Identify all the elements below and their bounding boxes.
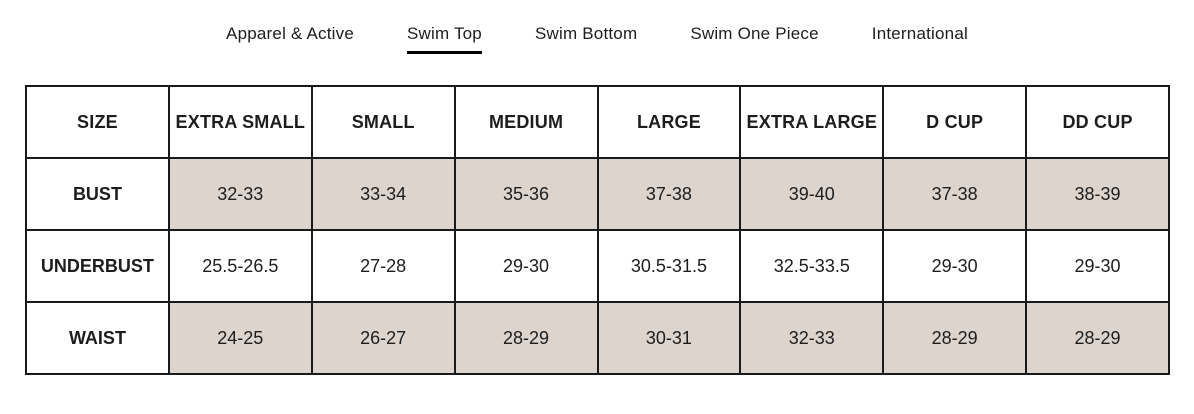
tab-swim-one-piece[interactable]: Swim One Piece (690, 24, 819, 43)
size-cell: 35-36 (453, 157, 599, 231)
row-label-waist: WAIST (25, 301, 170, 375)
size-cell: 28-29 (882, 301, 1028, 375)
column-header-size: SIZE (25, 85, 170, 159)
column-header-d-cup: D CUP (882, 85, 1028, 159)
column-header-small: SMALL (310, 85, 456, 159)
size-cell: 38-39 (1025, 157, 1170, 231)
size-chart-header-row: SIZE EXTRA SMALL SMALL MEDIUM LARGE EXTR… (25, 85, 1170, 159)
size-cell: 37-38 (882, 157, 1028, 231)
size-cell: 37-38 (596, 157, 742, 231)
size-cell: 33-34 (310, 157, 456, 231)
table-row-bust: BUST 32-33 33-34 35-36 37-38 39-40 37-38… (25, 157, 1170, 231)
column-header-extra-small: EXTRA SMALL (167, 85, 313, 159)
table-row-underbust: UNDERBUST 25.5-26.5 27-28 29-30 30.5-31.… (25, 229, 1170, 303)
size-cell: 28-29 (453, 301, 599, 375)
size-cell: 32-33 (167, 157, 313, 231)
tab-swim-top[interactable]: Swim Top (406, 24, 482, 54)
column-header-medium: MEDIUM (453, 85, 599, 159)
tab-apparel-active[interactable]: Apparel & Active (226, 24, 354, 43)
size-cell: 30.5-31.5 (596, 229, 742, 303)
size-cell: 32-33 (739, 301, 885, 375)
size-cell: 32.5-33.5 (739, 229, 885, 303)
size-cell: 26-27 (310, 301, 456, 375)
row-label-underbust: UNDERBUST (25, 229, 170, 303)
table-row-waist: WAIST 24-25 26-27 28-29 30-31 32-33 28-2… (25, 301, 1170, 375)
size-cell: 28-29 (1025, 301, 1170, 375)
column-header-extra-large: EXTRA LARGE (739, 85, 885, 159)
size-cell: 39-40 (739, 157, 885, 231)
size-cell: 25.5-26.5 (167, 229, 313, 303)
size-cell: 27-28 (310, 229, 456, 303)
size-cell: 29-30 (453, 229, 599, 303)
row-label-bust: BUST (25, 157, 170, 231)
column-header-large: LARGE (596, 85, 742, 159)
size-cell: 30-31 (596, 301, 742, 375)
size-cell: 29-30 (882, 229, 1028, 303)
size-chart-tabs: Apparel & Active Swim Top Swim Bottom Sw… (0, 0, 1194, 54)
column-header-dd-cup: DD CUP (1025, 85, 1170, 159)
size-cell: 24-25 (167, 301, 313, 375)
tab-international[interactable]: International (871, 24, 968, 43)
size-chart-table: SIZE EXTRA SMALL SMALL MEDIUM LARGE EXTR… (25, 85, 1170, 375)
tab-swim-bottom[interactable]: Swim Bottom (534, 24, 638, 43)
size-cell: 29-30 (1025, 229, 1170, 303)
